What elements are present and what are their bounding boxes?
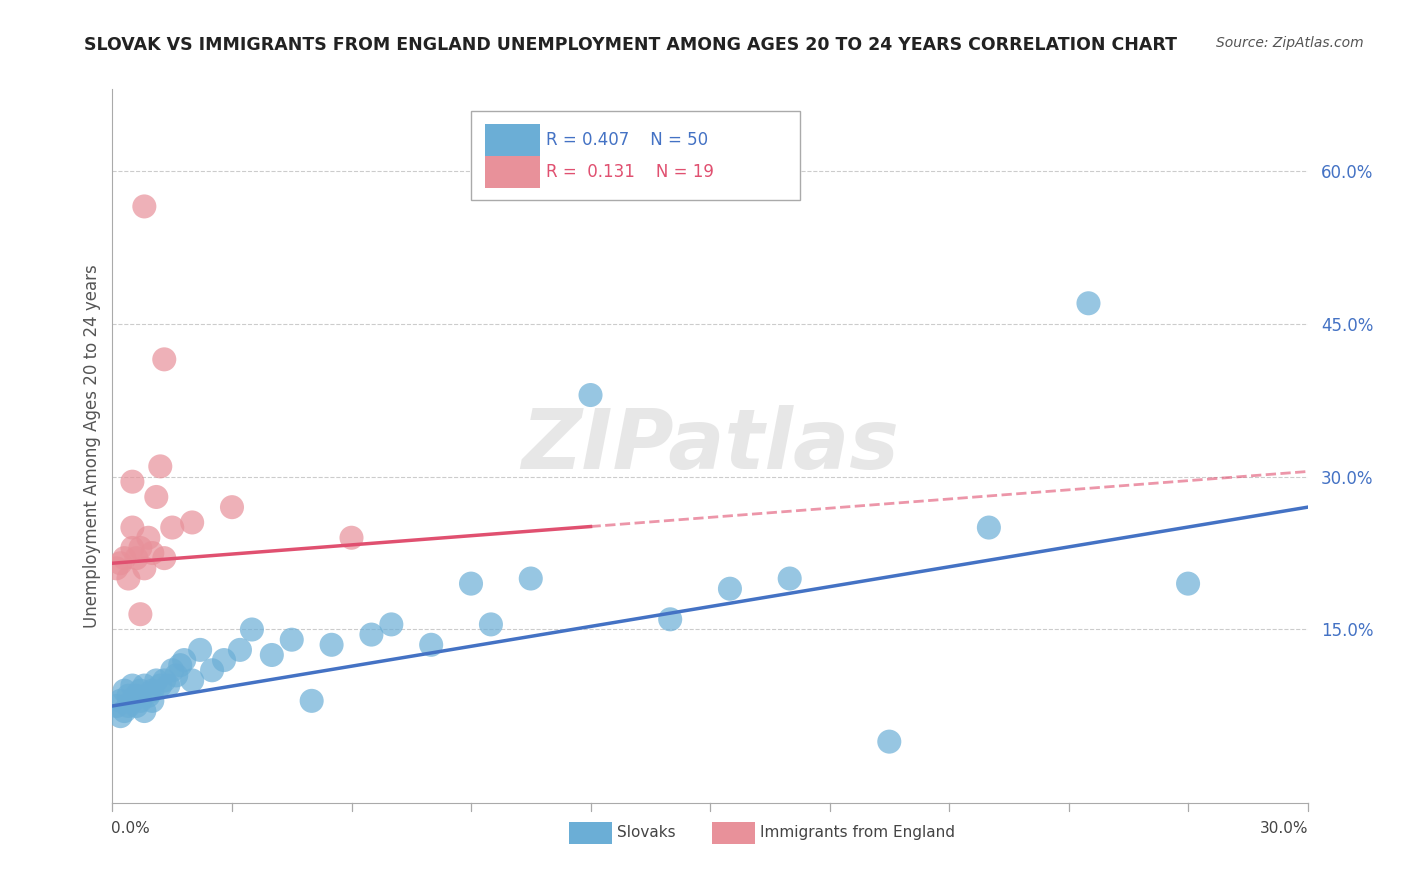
Point [121,679,143,693]
Y-axis label: Unemployment Among Ages 20 to 24 years: Unemployment Among Ages 20 to 24 years [83,264,101,628]
Point [718,582,741,596]
Point [145,673,167,688]
Text: Immigrants from England: Immigrants from England [761,825,955,840]
Point [181,516,204,530]
Text: R = 0.407    N = 50: R = 0.407 N = 50 [547,131,709,149]
Point [134,704,156,718]
Point [420,638,443,652]
Point [121,541,143,555]
Text: Slovaks: Slovaks [617,825,675,840]
Point [173,653,195,667]
Point [110,709,132,723]
Text: 30.0%: 30.0% [1260,821,1309,836]
Point [114,683,135,698]
Point [121,475,143,489]
Point [321,638,343,652]
Point [165,668,187,682]
Point [121,694,143,708]
Point [138,689,160,703]
Point [117,572,139,586]
Point [114,704,135,718]
FancyBboxPatch shape [569,822,612,844]
Point [141,546,163,560]
Point [260,648,283,662]
Point [117,689,139,703]
Point [212,653,235,667]
Point [149,459,172,474]
Point [779,572,801,586]
Point [281,632,304,647]
Point [188,643,211,657]
Text: ZIPatlas: ZIPatlas [522,406,898,486]
Point [1077,296,1099,310]
Text: R =  0.131    N = 19: R = 0.131 N = 19 [547,163,714,181]
Point [114,551,135,566]
Point [1177,576,1199,591]
Point [149,679,172,693]
Point [145,490,167,504]
Point [125,698,148,713]
Point [181,673,204,688]
Point [380,617,402,632]
Point [157,679,180,693]
Point [360,627,382,641]
Point [105,698,128,713]
FancyBboxPatch shape [485,124,540,155]
Point [141,683,163,698]
FancyBboxPatch shape [713,822,755,844]
Point [579,388,602,402]
Point [153,352,176,367]
Point [121,520,143,534]
Point [460,576,482,591]
Point [134,199,156,213]
FancyBboxPatch shape [485,156,540,187]
Point [240,623,263,637]
Point [134,679,156,693]
FancyBboxPatch shape [471,111,800,200]
Point [201,663,224,677]
Point [105,561,128,575]
Point [125,689,148,703]
Point [879,734,901,748]
Point [129,683,152,698]
Point [229,643,252,657]
Point [117,698,139,713]
Point [977,520,1000,534]
Text: Source: ZipAtlas.com: Source: ZipAtlas.com [1216,36,1364,50]
Point [153,551,176,566]
Point [162,663,183,677]
Point [301,694,323,708]
Point [141,694,163,708]
Text: SLOVAK VS IMMIGRANTS FROM ENGLAND UNEMPLOYMENT AMONG AGES 20 TO 24 YEARS CORRELA: SLOVAK VS IMMIGRANTS FROM ENGLAND UNEMPL… [84,36,1177,54]
Point [129,607,152,622]
Point [110,556,132,570]
Point [520,572,543,586]
Point [479,617,502,632]
Text: 0.0%: 0.0% [111,821,150,836]
Point [134,561,156,575]
Point [659,612,682,626]
Point [129,541,152,555]
Point [138,531,160,545]
Point [110,694,132,708]
Point [162,520,183,534]
Point [153,673,176,688]
Point [125,551,148,566]
Point [221,500,243,515]
Point [340,531,363,545]
Point [169,658,191,673]
Point [129,694,152,708]
